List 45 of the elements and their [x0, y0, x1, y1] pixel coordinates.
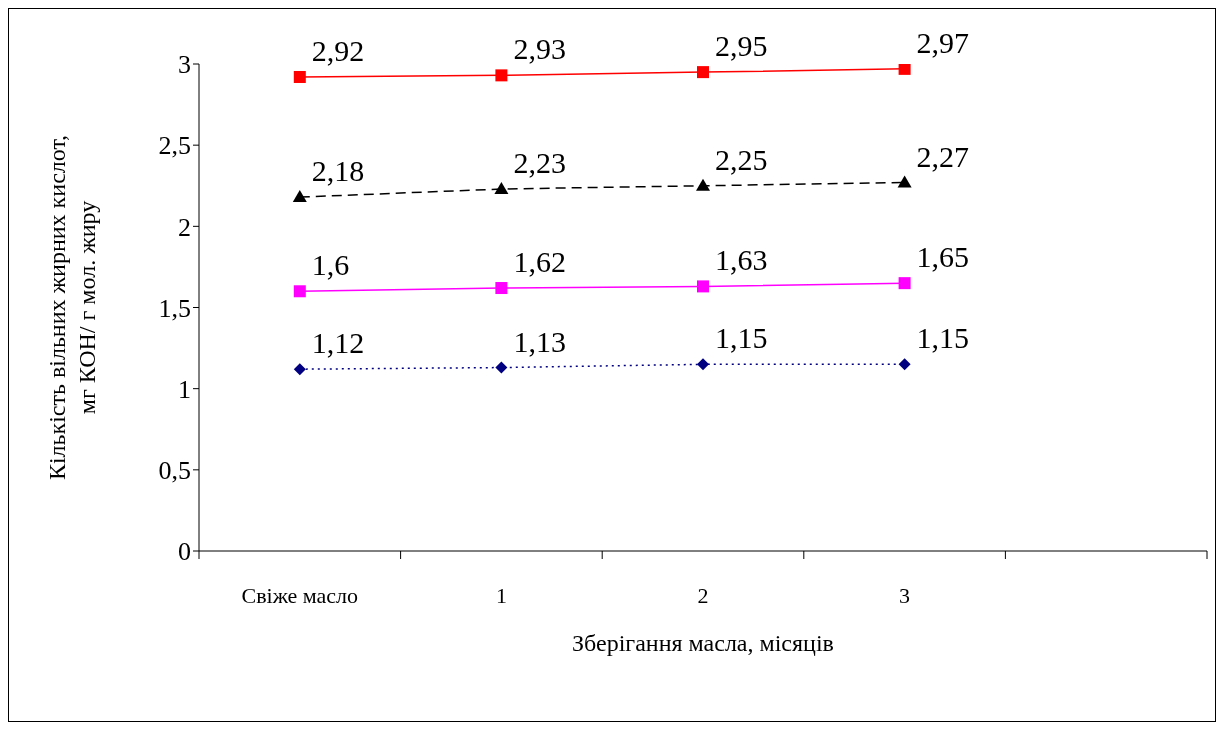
- x-axis-title: Зберігання масла, місяців: [572, 630, 834, 656]
- y-tick-label: 1: [178, 374, 191, 404]
- data-label: 2,25: [715, 142, 768, 176]
- point: [696, 178, 710, 191]
- point: [495, 69, 508, 82]
- data-label: 1,63: [715, 243, 768, 277]
- data-label: 2,97: [916, 25, 970, 59]
- y-tick-label: 3: [178, 50, 191, 80]
- data-label: 1,62: [513, 245, 566, 279]
- data-label: 2,95: [715, 29, 768, 63]
- data-label: 1,65: [916, 240, 970, 274]
- point: [697, 358, 709, 371]
- point: [292, 190, 307, 203]
- data-label: 1,13: [513, 324, 566, 358]
- point: [293, 285, 306, 298]
- point: [293, 70, 306, 83]
- y-tick-label: 1,5: [158, 293, 191, 323]
- point: [495, 361, 508, 374]
- y-tick-label: 2,5: [158, 131, 191, 161]
- data-label: 1,15: [715, 321, 768, 355]
- data-label: 1,6: [311, 248, 350, 282]
- point: [897, 175, 912, 188]
- y-axis-title: Кількість вільних жирних кислот, мг КОН/ г мол. жиру: [44, 134, 100, 481]
- data-label: 2,18: [311, 154, 365, 188]
- data-label: 2,92: [311, 33, 365, 67]
- point: [697, 66, 709, 79]
- point: [697, 280, 709, 293]
- y-tick-label: 2: [178, 212, 191, 242]
- y-tick-label: 0: [178, 537, 191, 567]
- point: [898, 64, 911, 75]
- data-label: 2,27: [916, 139, 970, 173]
- x-tick-label: Свіже масло: [241, 582, 359, 608]
- data-label: 2,93: [513, 32, 566, 66]
- point: [898, 358, 911, 371]
- point: [898, 277, 911, 290]
- data-label: 1,12: [311, 326, 365, 360]
- x-tick-label: 2: [697, 582, 709, 608]
- x-tick-label: 1: [495, 582, 507, 608]
- y-tick-label: 0,5: [158, 456, 191, 486]
- point: [494, 182, 509, 194]
- data-label: 2,23: [513, 146, 566, 179]
- data-label: 1,15: [916, 321, 970, 355]
- point: [495, 282, 508, 295]
- point: [293, 363, 306, 376]
- x-tick-label: 3: [899, 582, 911, 608]
